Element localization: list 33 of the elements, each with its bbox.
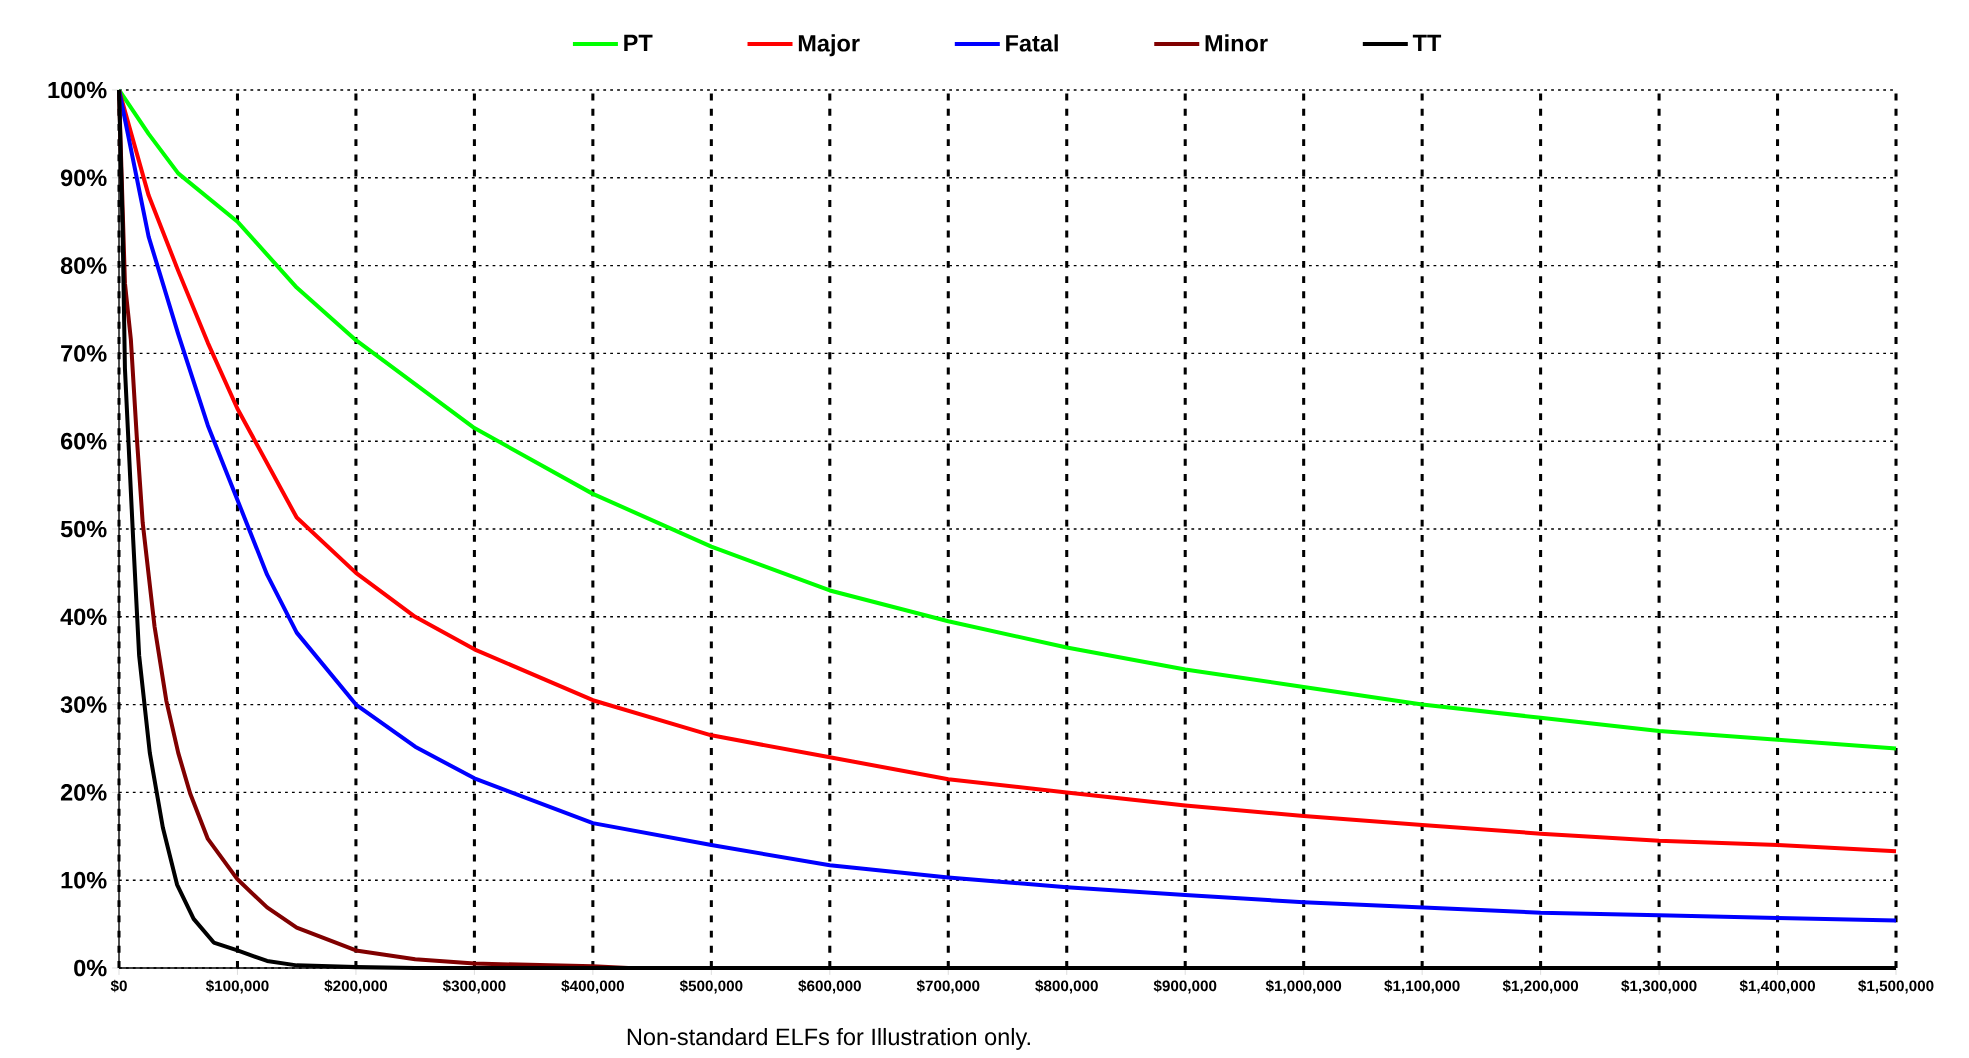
x-tick-label: $200,000: [324, 979, 388, 994]
legend-label: Major: [798, 34, 860, 57]
legend-label: PT: [624, 34, 653, 51]
x-tick-label: $600,000: [798, 979, 861, 994]
y-tick-label: 30%: [60, 696, 107, 713]
x-tick-label: $400,000: [561, 979, 624, 994]
x-tick-label: $1,400,000: [1739, 979, 1815, 994]
x-tick-label: $1,300,000: [1621, 979, 1697, 994]
y-tick-label: 20%: [60, 784, 107, 801]
x-tick-label: $1,200,000: [1502, 979, 1579, 994]
text: Non-standard ELFs for Illustration only.: [627, 1027, 1030, 1050]
x-tick-label: $1,000,000: [1265, 979, 1342, 994]
x-tick-label: $100,000: [205, 979, 269, 994]
x-tick-label: $1,100,000: [1384, 979, 1460, 994]
legend-label: Minor: [1205, 34, 1268, 52]
y-tick-label: 60%: [60, 432, 107, 450]
x-tick-label: $800,000: [1035, 979, 1098, 994]
y-tick-label: 90%: [60, 169, 107, 187]
x-tick-label: $1,500,000: [1858, 979, 1934, 994]
legend-label: Fatal: [1006, 34, 1058, 52]
x-tick-label: $900,000: [1153, 979, 1217, 994]
x-tick-label: $700,000: [916, 979, 980, 994]
legend-label: TT: [1412, 34, 1442, 51]
x-tick-label: $0: [110, 979, 127, 993]
y-tick-label: 10%: [61, 871, 107, 889]
y-tick-label: 100%: [48, 81, 107, 99]
y-tick-label: 40%: [60, 608, 107, 626]
x-tick-label: $500,000: [679, 979, 743, 994]
y-tick-label: 50%: [60, 520, 107, 538]
y-tick-label: 80%: [60, 257, 107, 274]
y-tick-label: 0%: [74, 959, 107, 977]
x-tick-label: $300,000: [442, 979, 506, 994]
y-tick-label: 70%: [61, 345, 107, 362]
